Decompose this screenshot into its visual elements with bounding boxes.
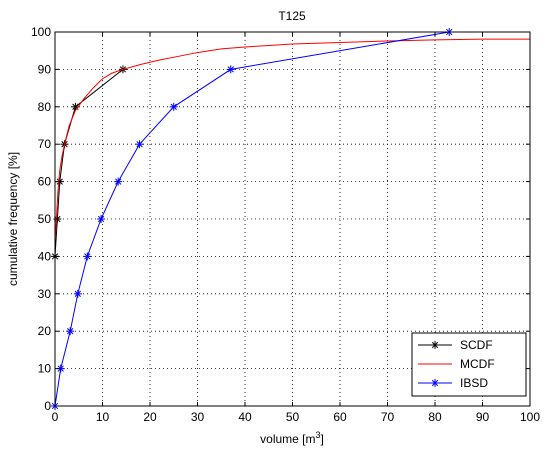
legend-marker-scdf: [431, 341, 439, 349]
y-tick-label-10: 100: [31, 25, 51, 39]
x-axis-label: volume [m3]: [260, 430, 324, 446]
x-tick-label-8: 80: [428, 410, 442, 424]
chart-title: T125: [278, 9, 306, 23]
x-tick-label-0: 0: [52, 410, 59, 424]
legend-item-scdf: SCDF: [418, 338, 493, 352]
data-point-ibsd-7: [135, 140, 144, 149]
series-line-mcdf: [54, 38, 530, 242]
series-line-scdf: [54, 69, 124, 257]
x-tick-label-1: 10: [96, 410, 110, 424]
legend: SCDF MCDF IBSD: [411, 332, 527, 397]
data-point-ibsd-8: [169, 102, 178, 111]
data-point-ibsd-5: [97, 215, 106, 223]
y-tick-label-2: 20: [38, 324, 52, 338]
x-tick-label-4: 40: [238, 410, 252, 424]
data-point-ibsd-3: [73, 289, 82, 298]
data-point-ibsd-1: [56, 364, 65, 373]
data-point-ibsd-4: [83, 252, 92, 261]
legend-label-ibsd: IBSD: [460, 376, 488, 390]
y-tick-label-3: 30: [38, 287, 52, 301]
x-tick-label-2: 20: [143, 410, 157, 424]
data-point-ibsd-2: [66, 327, 75, 336]
y-tick-label-6: 60: [38, 175, 52, 189]
x-tick-label-9: 90: [476, 410, 490, 424]
y-ticks: 0 10 20 30 40 50 60 70 80 90 100: [31, 25, 530, 413]
x-axis-label-superscript: 3: [316, 430, 321, 440]
legend-item-mcdf: MCDF: [418, 357, 495, 371]
data-point-ibsd-6: [114, 177, 123, 186]
y-tick-label-9: 90: [38, 62, 52, 76]
x-tick-label-7: 70: [381, 410, 395, 424]
legend-label-mcdf: MCDF: [460, 357, 495, 371]
y-axis-label: cumulative frequency [%]: [6, 152, 20, 286]
y-tick-label-8: 80: [38, 100, 52, 114]
legend-marker-ibsd: [431, 379, 439, 387]
y-tick-label-4: 40: [38, 249, 52, 263]
x-tick-label-5: 50: [286, 410, 300, 424]
data-point-ibsd-9: [226, 65, 235, 74]
y-tick-label-7: 70: [38, 137, 52, 151]
x-tick-label-6: 60: [333, 410, 347, 424]
y-tick-label-1: 10: [38, 362, 52, 376]
legend-item-ibsd: IBSD: [418, 376, 488, 390]
x-ticks: 0 10 20 30 40 50 60 70 80 90 100: [52, 32, 540, 424]
legend-label-scdf: SCDF: [460, 338, 493, 352]
x-tick-label-10: 100: [520, 410, 540, 424]
x-tick-label-3: 30: [191, 410, 205, 424]
y-tick-label-0: 0: [44, 399, 51, 413]
y-tick-label-5: 50: [38, 212, 52, 226]
series-layer: [51, 28, 530, 410]
